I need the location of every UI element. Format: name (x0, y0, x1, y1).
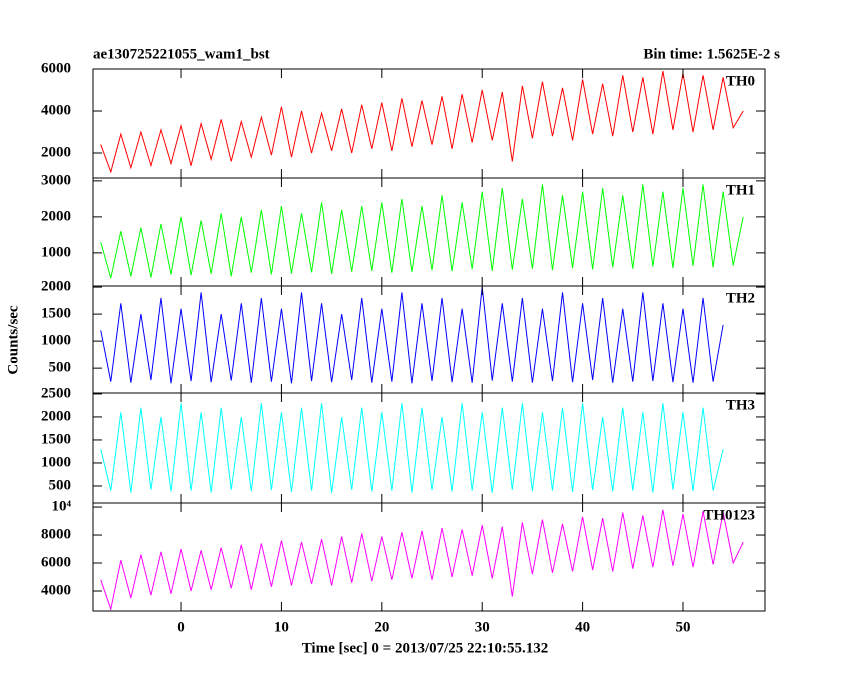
y-tick-label: 1500 (41, 306, 71, 322)
y-tick-label: 6000 (41, 554, 71, 570)
x-tick-label: 10 (274, 619, 289, 635)
y-tick-label: 1000 (41, 333, 71, 349)
y-tick-label: 2000 (41, 279, 71, 295)
y-tick-label: 1500 (41, 431, 71, 447)
chart-subtitle: Bin time: 1.5625E-2 s (643, 46, 780, 62)
panel-label: TH2 (726, 290, 755, 306)
y-tick-label: 2000 (41, 408, 71, 424)
y-tick-label: 6000 (41, 60, 71, 76)
y-tick-label: 4000 (41, 102, 71, 118)
y-tick-label: 2000 (41, 144, 71, 160)
y-tick-label: 500 (49, 477, 72, 493)
y-tick-label: 4000 (41, 582, 71, 598)
series-line (100, 71, 744, 174)
y-tick-label: 2500 (41, 385, 71, 401)
y-tick-label: 500 (49, 360, 72, 376)
panel-label: TH0123 (703, 507, 755, 523)
y-tick-label: 2000 (41, 208, 71, 224)
series-line (100, 509, 744, 611)
x-axis-label: Time [sec] 0 = 2013/07/25 22:10:55.132 (302, 640, 549, 656)
x-tick-label: 50 (675, 619, 690, 635)
y-tick-label: 3000 (41, 172, 71, 188)
x-tick-label: 0 (177, 619, 185, 635)
panel-frame (92, 392, 766, 504)
y-tick-label: 8000 (41, 526, 71, 542)
panel-label: TH0 (726, 73, 755, 89)
x-tick-label: 20 (374, 619, 389, 635)
panel-frame (92, 285, 766, 394)
y-tick-label: 1000 (41, 454, 71, 470)
series-line (100, 184, 744, 279)
panel-frame (92, 502, 766, 612)
y-tick-label: 1000 (41, 244, 71, 260)
series-line (100, 287, 724, 384)
panel-frame (92, 68, 766, 179)
chart-title: ae130725221055_wam1_bst (93, 46, 270, 62)
y-axis-label: Counts/sec (5, 305, 21, 375)
series-line (100, 403, 724, 493)
panel-label: TH1 (726, 182, 755, 198)
x-tick-label: 40 (575, 619, 590, 635)
y-tick-label: 10⁴ (52, 498, 72, 514)
panel-label: TH3 (726, 397, 755, 413)
x-tick-label: 30 (475, 619, 490, 635)
panel-frame (92, 177, 766, 287)
